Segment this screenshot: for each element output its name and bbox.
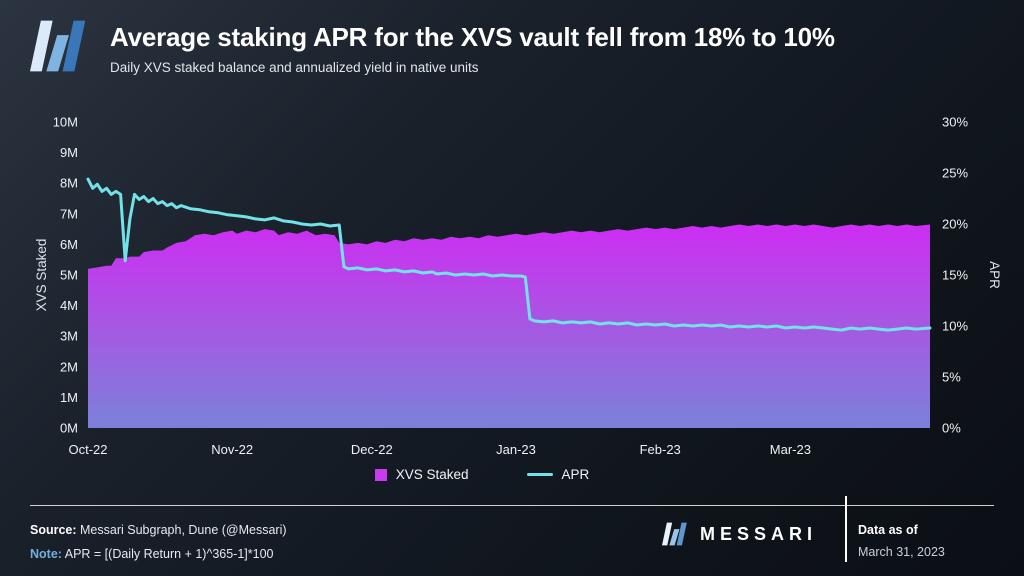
right-axis-tick: 20% <box>942 217 968 232</box>
source-label: Source: <box>30 523 77 537</box>
right-axis-tick: 0% <box>942 421 961 436</box>
x-axis-tick: Mar-23 <box>770 442 811 457</box>
messari-wordmark: MESSARI <box>700 523 818 544</box>
left-axis-tick: 4M <box>60 298 78 313</box>
left-axis-tick: 1M <box>60 390 78 405</box>
left-axis-tick: 8M <box>60 176 78 191</box>
footer-vertical-divider <box>845 496 847 562</box>
x-axis-tick: Dec-22 <box>351 442 393 457</box>
footer-data-as-of: Data as of March 31, 2023 <box>858 519 945 563</box>
xvs-staked-area <box>88 224 930 428</box>
left-axis-tick: 5M <box>60 268 78 283</box>
legend-item-apr: APR <box>526 467 590 482</box>
right-axis-tick: 5% <box>942 370 961 385</box>
footer-brand: MESSARI <box>662 522 817 546</box>
header: Average staking APR for the XVS vault fe… <box>30 20 835 75</box>
messari-footer-logo-icon <box>662 522 687 546</box>
note-text: APR = [(Daily Return + 1)^365-1]*100 <box>61 547 274 561</box>
footer-divider-line <box>30 505 994 506</box>
data-as-of-date: March 31, 2023 <box>858 545 945 559</box>
legend-item-xvs-staked: XVS Staked <box>374 467 469 482</box>
source-text: Messari Subgraph, Dune (@Messari) <box>76 523 287 537</box>
header-text: Average staking APR for the XVS vault fe… <box>110 20 835 75</box>
chart-subtitle: Daily XVS staked balance and annualized … <box>110 60 479 75</box>
right-axis-title: APR <box>987 261 1002 289</box>
left-axis-tick: 7M <box>60 206 78 221</box>
right-axis-tick: 15% <box>942 268 968 283</box>
right-axis-tick: 30% <box>942 115 968 130</box>
xvs-staked-swatch-icon <box>374 468 387 481</box>
messari-logo-icon <box>30 20 86 72</box>
chart-title: Average staking APR for the XVS vault fe… <box>110 22 835 52</box>
left-axis-tick: 0M <box>60 421 78 436</box>
left-axis-title: XVS Staked <box>34 239 49 312</box>
x-axis-tick: Jan-23 <box>496 442 536 457</box>
left-axis-tick: 3M <box>60 329 78 344</box>
legend-label-xvs-staked: XVS Staked <box>395 467 469 482</box>
left-axis-tick: 2M <box>60 359 78 374</box>
x-axis-tick: Feb-23 <box>640 442 681 457</box>
left-axis-tick: 6M <box>60 237 78 252</box>
source-line: Source: Messari Subgraph, Dune (@Messari… <box>30 518 287 542</box>
x-axis-tick: Oct-22 <box>68 442 107 457</box>
left-axis-tick: 10M <box>53 115 78 130</box>
data-as-of-label: Data as of <box>858 523 918 537</box>
left-axis-tick: 9M <box>60 145 78 160</box>
legend-label-apr: APR <box>561 467 590 482</box>
legend: XVS Staked APR <box>0 467 964 482</box>
x-axis-tick: Nov-22 <box>211 442 253 457</box>
footer-source-block: Source: Messari Subgraph, Dune (@Messari… <box>30 518 287 566</box>
right-axis-tick: 25% <box>942 166 968 181</box>
note-line: Note: APR = [(Daily Return + 1)^365-1]*1… <box>30 542 287 566</box>
note-label: Note: <box>30 547 62 561</box>
right-axis-tick: 10% <box>942 319 968 334</box>
apr-line <box>86 177 932 332</box>
apr-swatch-icon <box>526 472 553 477</box>
